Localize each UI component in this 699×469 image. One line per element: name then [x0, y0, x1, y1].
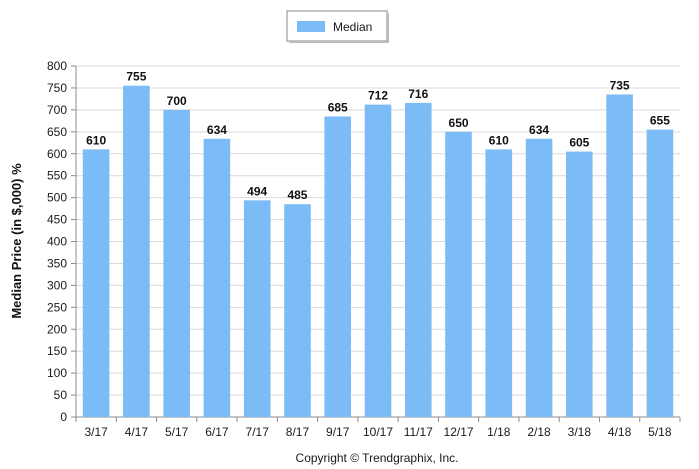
bar-4-17 — [123, 85, 150, 417]
bar-10-17 — [364, 104, 392, 417]
y-tick-label: 50 — [54, 388, 68, 402]
bar-2-18 — [525, 138, 553, 418]
y-tick-label: 750 — [47, 81, 67, 95]
data-label: 610 — [86, 133, 106, 147]
y-tick-label: 450 — [47, 213, 67, 227]
y-tick-label: 150 — [47, 344, 67, 358]
x-tick-label: 5/18 — [648, 425, 672, 439]
bar-1-18 — [485, 149, 513, 417]
x-tick-label: 4/18 — [608, 425, 632, 439]
data-label: 610 — [489, 133, 509, 147]
axes: 0 50 100 150 200 250 300 350 400 450 500 550 600 650 7… — [47, 59, 681, 439]
data-label: 650 — [449, 116, 469, 130]
x-tick-label: 11/17 — [404, 425, 433, 439]
y-tick-label: 500 — [47, 191, 67, 205]
y-tick-label: 0 — [60, 410, 67, 424]
y-axis-title: Median Price (in $,000) % — [9, 163, 24, 319]
bar-5-17 — [163, 109, 190, 418]
data-label: 712 — [368, 89, 388, 103]
bar-9-17 — [324, 116, 351, 417]
x-tick-label: 4/17 — [125, 425, 149, 439]
y-tick-label: 250 — [47, 300, 67, 314]
bar-7-17 — [243, 200, 271, 417]
legend-shadow-right — [387, 13, 389, 43]
data-label: 494 — [247, 184, 267, 198]
data-labels: 610 755 700 634 494 485 685 712 716 650 610 634 605 7… — [86, 70, 670, 202]
x-tick-label: 5/17 — [165, 425, 189, 439]
x-tick-label: 9/17 — [326, 425, 350, 439]
bars — [82, 85, 674, 418]
data-label: 755 — [126, 70, 146, 84]
y-tick-label: 400 — [47, 235, 67, 249]
data-label: 634 — [207, 123, 227, 137]
y-tick-label: 650 — [47, 125, 67, 139]
data-label: 655 — [650, 114, 670, 128]
y-tick-label: 100 — [47, 366, 67, 380]
y-tick-label: 300 — [47, 278, 67, 292]
y-tick-label: 700 — [47, 103, 67, 117]
bar-3-18 — [566, 151, 593, 417]
x-tick-label: 1/18 — [487, 425, 511, 439]
x-tick-label: 12/17 — [444, 425, 474, 439]
legend-swatch — [297, 21, 325, 32]
x-tick-label: 3/17 — [84, 425, 108, 439]
bar-11-17 — [405, 102, 432, 418]
data-label: 685 — [328, 100, 348, 114]
copyright-footer: Copyright © Trendgraphix, Inc. — [296, 451, 459, 465]
data-label: 735 — [610, 79, 630, 93]
x-tick-label: 10/17 — [363, 425, 393, 439]
data-label: 634 — [529, 123, 549, 137]
data-label: 605 — [569, 136, 589, 150]
data-label: 485 — [287, 188, 307, 202]
bar-3-17 — [82, 149, 110, 417]
y-tick-label: 800 — [47, 59, 67, 73]
bar-12-17 — [445, 131, 472, 418]
y-tick-label: 600 — [47, 147, 67, 161]
x-tick-label: 7/17 — [246, 425, 270, 439]
x-tick-label: 6/17 — [205, 425, 229, 439]
x-tick-label: 3/18 — [568, 425, 592, 439]
x-tick-label: 8/17 — [286, 425, 310, 439]
legend: Median — [286, 10, 389, 43]
legend-shadow-bottom — [289, 41, 389, 43]
bar-6-17 — [203, 138, 231, 418]
bar-4-18 — [606, 94, 633, 417]
y-tick-label: 350 — [47, 256, 67, 270]
data-label: 700 — [167, 94, 187, 108]
bar-8-17 — [284, 204, 311, 417]
legend-label: Median — [333, 20, 372, 34]
x-tick-label: 2/18 — [527, 425, 551, 439]
bar-5-18 — [646, 129, 674, 417]
data-label: 716 — [408, 87, 428, 101]
y-tick-label: 550 — [47, 169, 67, 183]
y-tick-label: 200 — [47, 322, 67, 336]
